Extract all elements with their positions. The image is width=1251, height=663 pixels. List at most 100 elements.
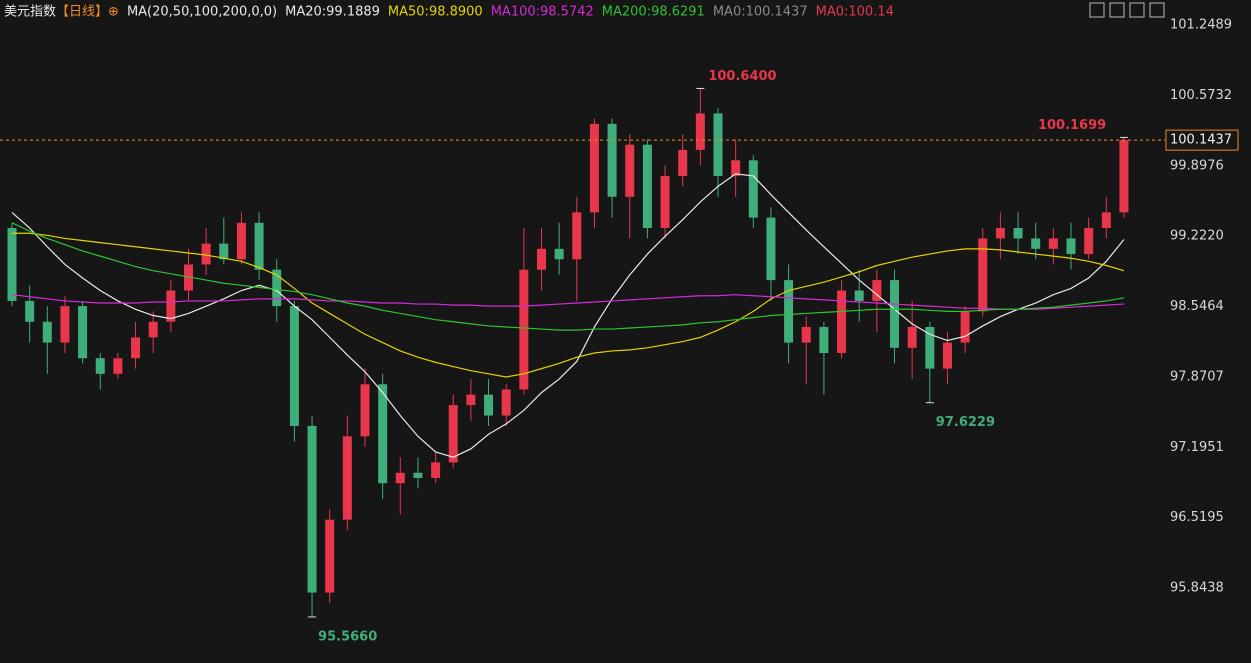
- y-tick-label: 95.8438: [1170, 581, 1224, 596]
- candle-body: [678, 149, 688, 176]
- candle-body: [219, 243, 229, 260]
- header-item: MA50:98.8900: [388, 5, 483, 20]
- candle-body: [166, 290, 176, 322]
- annotation-label: 97.6229: [936, 415, 995, 430]
- header-item: MA100:98.5742: [491, 5, 594, 20]
- y-tick-label: 99.2220: [1170, 229, 1224, 244]
- moving-average-line: [11, 222, 1125, 331]
- y-tick-label: 97.8707: [1170, 369, 1224, 384]
- y-tick-label: 97.1951: [1170, 440, 1224, 455]
- candle-body: [642, 144, 652, 229]
- candle-body: [1119, 140, 1129, 213]
- candle-body: [731, 160, 741, 176]
- candle-body: [766, 217, 776, 281]
- candle-body: [837, 290, 847, 354]
- toolbar: [1089, 2, 1165, 18]
- candle-body: [748, 160, 758, 218]
- candle-body: [325, 519, 335, 593]
- annotation-label: 100.1699: [1038, 118, 1106, 133]
- candle-body: [995, 228, 1005, 239]
- candle-body: [801, 326, 811, 343]
- candle-body: [854, 290, 864, 301]
- last-price-tag: [1165, 129, 1239, 151]
- candle-body: [289, 306, 299, 426]
- candle-body: [1101, 212, 1111, 229]
- tool-icon[interactable]: [1129, 2, 1145, 18]
- candle-body: [431, 462, 441, 479]
- candle-body: [113, 358, 123, 374]
- candle-body: [60, 306, 70, 343]
- candle-body: [784, 280, 794, 343]
- y-tick-label: 98.5464: [1170, 299, 1224, 314]
- candle-body: [448, 405, 458, 463]
- y-tick-label: 99.8976: [1170, 158, 1224, 173]
- candle-body: [254, 222, 264, 270]
- y-tick-label: 100.5732: [1170, 88, 1232, 103]
- moving-average-line: [11, 294, 1124, 310]
- candle-body: [1084, 228, 1094, 255]
- candle-body: [7, 228, 17, 301]
- moving-average-line: [12, 232, 1125, 378]
- header-item: MA0:100.1437: [713, 5, 808, 20]
- candle-body: [395, 472, 405, 484]
- candle-body: [519, 269, 529, 390]
- candle-body: [466, 394, 476, 406]
- candle-body: [272, 269, 282, 307]
- candle-body: [1066, 238, 1076, 255]
- y-tick-label: 96.5195: [1170, 510, 1224, 525]
- candle-body: [148, 321, 158, 338]
- candle-body: [978, 238, 988, 312]
- header-item: 美元指数: [4, 5, 56, 20]
- candle-body: [819, 326, 829, 354]
- last-price-label: 100.1437: [1170, 133, 1232, 148]
- candle-body: [872, 280, 882, 301]
- candle-body: [78, 306, 88, 359]
- candle-body: [925, 326, 935, 369]
- header-item: MA200:98.6291: [602, 5, 705, 20]
- candle-body: [537, 248, 546, 270]
- moving-average-line: [11, 173, 1125, 458]
- candle-body: [131, 337, 141, 359]
- annotation-label: 100.6400: [708, 69, 776, 84]
- candle-body: [607, 123, 617, 197]
- candle-body: [625, 144, 635, 197]
- y-tick-label: 101.2489: [1170, 18, 1232, 33]
- candle-body: [907, 326, 917, 348]
- candle-body: [378, 384, 388, 484]
- candle-body: [942, 342, 952, 369]
- tool-icon[interactable]: [1149, 2, 1165, 18]
- header-item: MA(20,50,100,200,0,0): [127, 5, 277, 20]
- candle-body: [890, 280, 899, 348]
- candle-body: [342, 436, 352, 520]
- candle-body: [572, 212, 582, 260]
- header-item: 【日线】: [56, 5, 108, 20]
- annotation-label: 95.5660: [318, 629, 377, 644]
- header: 美元指数 【日线】 ⊕ MA(20,50,100,200,0,0) MA20:99.18…: [4, 5, 894, 20]
- candle-body: [307, 425, 317, 593]
- candle-body: [660, 175, 670, 229]
- candle-body: [1048, 238, 1058, 249]
- candle-body: [1013, 228, 1023, 239]
- candle-body: [1031, 238, 1041, 249]
- candle-body: [554, 248, 564, 260]
- candle-body: [589, 123, 599, 213]
- header-item: ⊕: [108, 5, 119, 20]
- candle-body: [695, 113, 705, 150]
- candle-body: [484, 394, 494, 416]
- candle-body: [413, 472, 423, 479]
- candle-body: [236, 222, 246, 260]
- candle-body: [501, 389, 511, 416]
- candle-body: [25, 300, 35, 322]
- candle-body: [42, 321, 52, 343]
- candle-body: [960, 311, 970, 343]
- candle-body: [95, 358, 105, 374]
- candle-body: [713, 113, 723, 176]
- candle-body: [360, 384, 370, 437]
- header-item: MA0:100.14: [816, 5, 894, 20]
- header-item: MA20:99.1889: [285, 5, 380, 20]
- tool-icon[interactable]: [1109, 2, 1125, 18]
- tool-icon[interactable]: [1089, 2, 1105, 18]
- candle-body: [201, 243, 211, 265]
